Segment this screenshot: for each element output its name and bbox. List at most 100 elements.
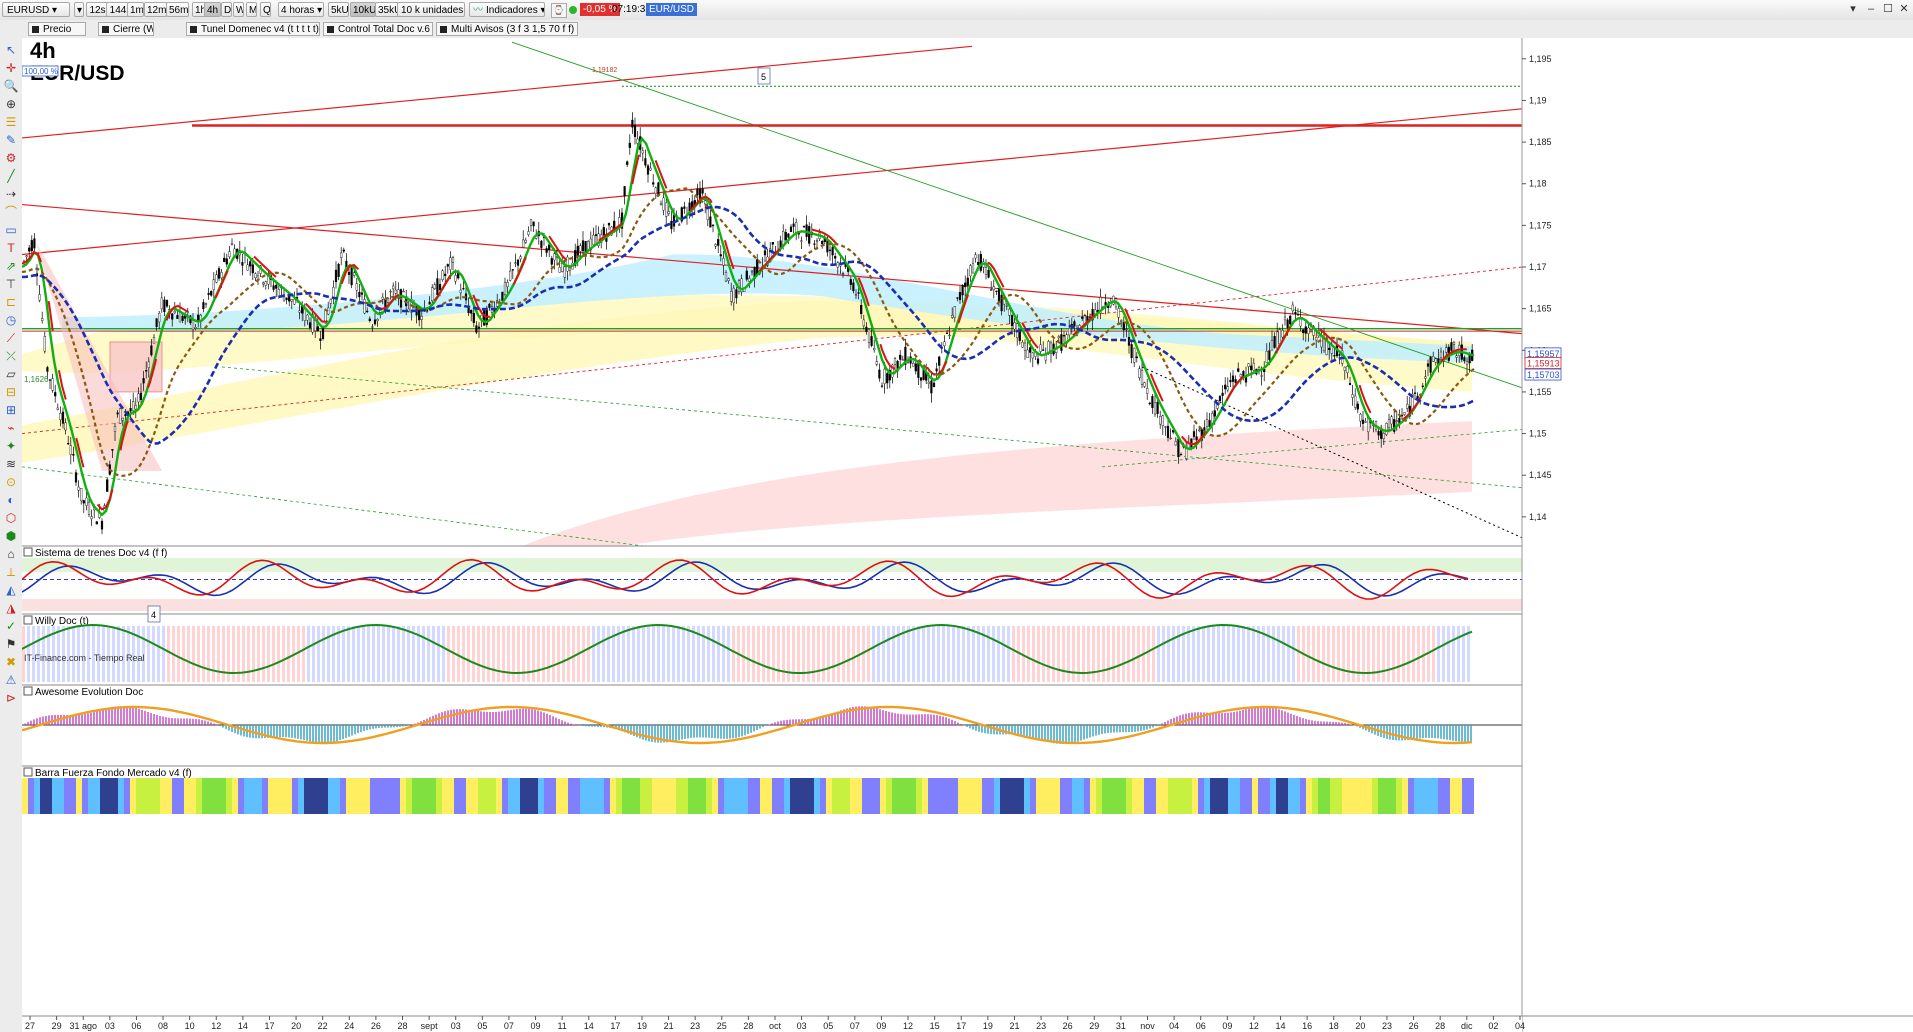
price-toggle[interactable]: Precio	[28, 22, 86, 36]
menu-tool-icon[interactable]: ☰	[5, 115, 17, 129]
willy-bar	[442, 626, 445, 682]
timeframe-m[interactable]: M	[246, 2, 257, 17]
candle-body	[1439, 351, 1443, 359]
trend-line[interactable]	[221, 366, 1523, 489]
signal-line	[22, 705, 1473, 745]
channel-tool-icon[interactable]: ⊏	[5, 295, 17, 309]
delete-tool-icon[interactable]: ✖	[5, 655, 17, 669]
pitchfork-tool-icon[interactable]: ≋	[5, 457, 17, 471]
tri-tool-icon[interactable]: ◭	[6, 583, 16, 597]
settings-tool-icon[interactable]: ⚙	[5, 151, 17, 165]
fib-tool-icon[interactable]: ⤫	[6, 349, 16, 363]
marker-4-box[interactable]	[147, 605, 161, 623]
size-10ku[interactable]: 10kU	[350, 2, 376, 17]
arrow-tool-icon[interactable]: ⇗	[5, 259, 17, 273]
panel-toggle-icon[interactable]	[23, 686, 33, 696]
force-bar	[598, 778, 604, 814]
zoom-box[interactable]	[22, 65, 59, 77]
cursor-tool-icon[interactable]: ↖	[5, 43, 17, 57]
arc-tool-icon[interactable]: ⌒	[4, 205, 17, 219]
ray-tool-icon[interactable]: ⇢	[5, 187, 17, 201]
willy-bar	[1467, 626, 1470, 682]
price-panel[interactable]	[22, 38, 1523, 559]
circle-tool-icon[interactable]: ⊙	[5, 475, 17, 489]
pencil-tool-icon[interactable]: ✎	[5, 133, 17, 147]
zoom-in-tool-icon[interactable]: ⊕	[5, 97, 17, 111]
trend-line[interactable]	[22, 45, 973, 139]
check-tool-icon[interactable]: ✓	[5, 619, 17, 633]
grid-tool-icon[interactable]: ⊞	[5, 403, 17, 417]
cycle-tool-icon[interactable]: ◷	[5, 313, 17, 327]
star-tool-icon[interactable]: ✦	[5, 439, 17, 453]
candle-body	[355, 283, 358, 291]
timeframe-1m[interactable]: 1m	[127, 2, 144, 17]
units-selector[interactable]: 10 k unidades ▾	[397, 2, 465, 17]
trend-line[interactable]	[511, 41, 1523, 389]
trendline-tool-icon[interactable]: ⟋	[6, 331, 16, 345]
alert-icon[interactable]: ⌚	[551, 3, 567, 18]
date-label: 23	[1382, 1021, 1392, 1031]
marker-5-box[interactable]	[757, 67, 771, 85]
force-bar	[1468, 778, 1474, 814]
timeframe-w[interactable]: W	[233, 2, 244, 17]
close-icon[interactable]: ✕	[1899, 3, 1909, 15]
text-tool-icon[interactable]: T	[7, 241, 15, 255]
warning-tool-icon[interactable]: ⚠	[5, 673, 17, 687]
trend-line[interactable]	[22, 108, 1523, 256]
trend-line[interactable]	[22, 466, 743, 559]
hex-fill-tool-icon[interactable]: ⬢	[5, 529, 17, 543]
wave-tool-icon[interactable]: ⌁	[7, 421, 15, 435]
line-tool-icon[interactable]: ╱	[7, 169, 15, 183]
indicator-panel-1[interactable]: Sistema de trenes Doc v4 (f f)1008050200…	[22, 545, 1913, 614]
trend-line[interactable]	[1101, 429, 1523, 468]
hline-tool-icon[interactable]: ⊤	[5, 277, 17, 291]
timeframe-q[interactable]: Q	[260, 2, 271, 17]
half-circle-tool-icon[interactable]: ◐	[7, 493, 15, 507]
zoom-tool-icon[interactable]: 🔍	[3, 79, 19, 93]
willy-bar	[137, 626, 140, 682]
timeframe-d[interactable]: D	[221, 2, 232, 17]
flag-tool-icon[interactable]: ⚑	[5, 637, 17, 651]
willy-bar	[1277, 626, 1280, 682]
willy-bar	[497, 626, 500, 682]
size-5ku[interactable]: 5kU	[328, 2, 349, 17]
close-toggle[interactable]: Cierre (W)	[98, 22, 154, 36]
panel-toggle-icon[interactable]	[23, 767, 33, 777]
force-bar	[334, 778, 340, 814]
tunel-toggle[interactable]: Tunel Domenec v4 (t t t t t)	[186, 22, 320, 36]
timeframe-56m[interactable]: 56m	[166, 2, 189, 17]
gann-tool-icon[interactable]: ⊟	[5, 385, 17, 399]
minimize-icon[interactable]: –	[1867, 3, 1875, 15]
candle-body	[678, 224, 681, 226]
force-bar	[304, 778, 310, 814]
crosshair-tool-icon[interactable]: ✛	[5, 61, 17, 75]
date-label: 09	[531, 1021, 541, 1031]
symbol-menu-icon[interactable]: ▾	[74, 2, 84, 17]
home-tool-icon[interactable]: ⌂	[7, 547, 15, 561]
multi-avisos-toggle[interactable]: Multi Avisos (3 f 3 1,5 70 f f)	[436, 22, 578, 36]
indicator-panel-4[interactable]: Barra Fuerza Fondo Mercado v4 (f)0,50001…	[22, 765, 1913, 817]
hex-tool-icon[interactable]: ⬡	[5, 511, 17, 525]
timeframe-12m[interactable]: 12m	[144, 2, 167, 17]
trend-line[interactable]	[22, 203, 1523, 335]
control-total-toggle[interactable]: Control Total Doc v.6	[323, 22, 433, 36]
willy-bar	[272, 626, 275, 682]
window-menu-icon[interactable]: ▾	[1850, 3, 1856, 15]
timeframe-4h[interactable]: 4h	[204, 2, 221, 17]
parallel-tool-icon[interactable]: ▱	[6, 367, 16, 381]
panel-toggle-icon[interactable]	[23, 547, 33, 557]
indicator-panel-3[interactable]: Awesome Evolution Doc0,010-0,010,0006	[22, 684, 1913, 766]
period-selector[interactable]: 4 horas ▾	[278, 2, 324, 17]
chart-area[interactable]: Sistema de trenes Doc v4 (f f)1008050200…	[22, 38, 1913, 1032]
play-tool-icon[interactable]: ⊳	[5, 691, 17, 705]
tri-fill-tool-icon[interactable]: ◮	[6, 601, 16, 615]
maximize-icon[interactable]: ☐	[1883, 3, 1893, 15]
candle-body	[1354, 395, 1357, 408]
candle-body	[623, 186, 626, 197]
panel-toggle-icon[interactable]	[23, 615, 33, 625]
rectangle-tool-icon[interactable]: ▭	[5, 223, 17, 237]
perp-tool-icon[interactable]: ⟂	[6, 565, 15, 579]
willy-bar	[117, 626, 120, 682]
indicators-button[interactable]: 〰 Indicadores ▾	[469, 2, 545, 17]
symbol-selector[interactable]: EURUSD ▾	[2, 2, 70, 17]
